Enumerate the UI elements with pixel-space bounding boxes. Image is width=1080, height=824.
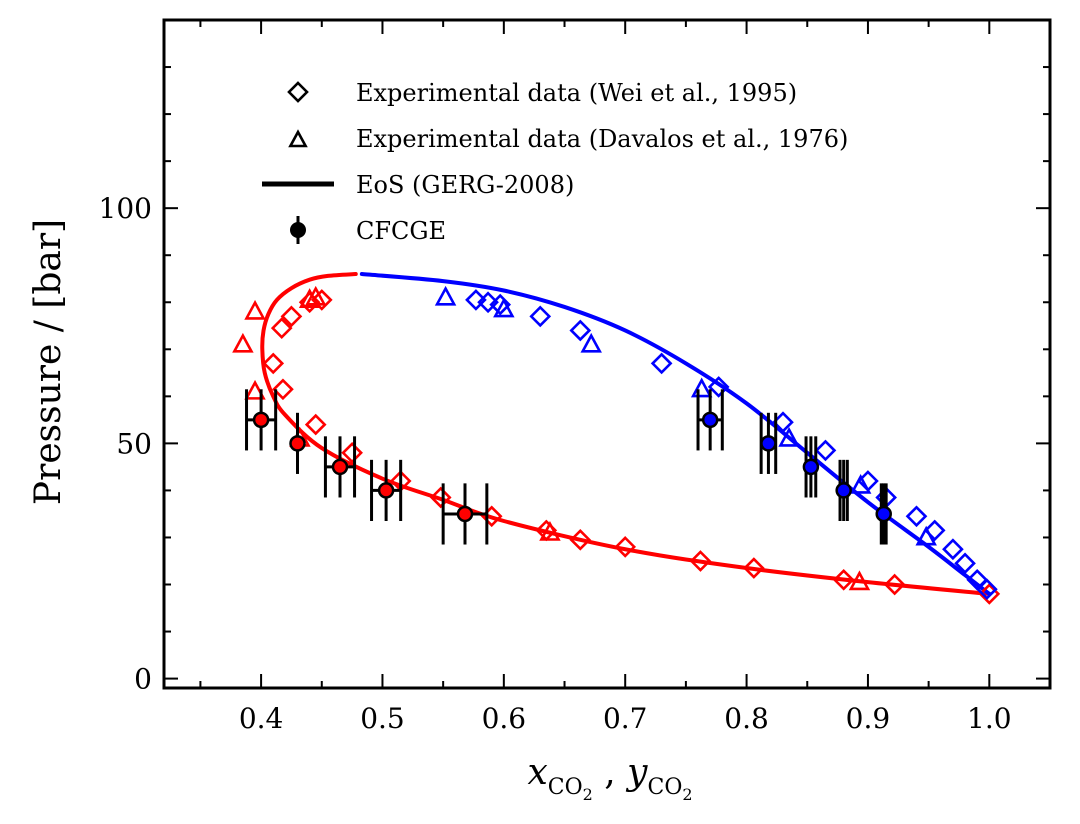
data-point-triangle (434, 285, 457, 306)
cfcge-point (456, 505, 474, 523)
data-point-triangle (915, 525, 937, 546)
y-tick-label: 100 (99, 192, 152, 225)
x-tick-label: 1.0 (967, 702, 1012, 735)
data-point-triangle (539, 521, 561, 541)
data-point-diamond (304, 413, 327, 436)
data-point-diamond (707, 376, 730, 398)
data-point-triangle (848, 570, 871, 591)
y-tick-label: 50 (116, 427, 152, 460)
data-point-diamond (310, 289, 333, 311)
data-point-diamond (341, 441, 363, 464)
data-point-diamond (280, 305, 303, 328)
data-point-diamond (923, 519, 946, 542)
data-point-diamond (262, 352, 285, 375)
legend-label: CFCGE (356, 217, 446, 245)
data-point-triangle (580, 332, 602, 353)
x-tick-label: 0.4 (239, 702, 284, 735)
cfcge-point (835, 482, 852, 499)
errorbar-layer (245, 389, 892, 545)
legend-marker-dot (290, 222, 306, 238)
x-tick-labels: 0.4 0.5 0.6 0.7 0.8 0.9 1.0 (239, 702, 1012, 735)
cfcge-point (760, 435, 777, 452)
legend-marker-diamond (287, 81, 309, 103)
data-point-diamond (689, 550, 712, 572)
x-tick-label: 0.6 (482, 702, 527, 735)
data-point-triangle (298, 288, 321, 308)
data-point-diamond (489, 293, 512, 316)
cfcge-point (331, 458, 349, 476)
cfcge-point (875, 505, 892, 523)
data-point-diamond (942, 538, 964, 561)
legend-label: Experimental data (Davalos et al., 1976) (356, 125, 848, 153)
data-point-diamond (832, 568, 855, 591)
data-point-diamond (814, 439, 837, 462)
y-axis-label: Pressure / [bar] (28, 219, 69, 505)
cfcge-point (289, 435, 306, 452)
data-point-diamond (743, 557, 765, 579)
data-point-diamond (270, 317, 293, 339)
data-point-diamond (954, 552, 976, 575)
cfcge-point (377, 482, 395, 499)
data-point-diamond (272, 378, 294, 401)
eos-curve (359, 272, 992, 596)
data-point-triangle (690, 377, 713, 398)
legend: Experimental data (Wei et al., 1995) Expe… (262, 79, 848, 245)
x-axis-label: xCO2 , yCO2 (527, 752, 692, 804)
eos-curve-layer (260, 272, 992, 596)
x-tick-label: 0.5 (360, 702, 405, 735)
data-point-diamond (569, 528, 592, 551)
data-point-triangle (244, 299, 266, 320)
data-point-diamond (976, 578, 998, 601)
legend-marker-triangle (288, 129, 308, 148)
data-point-triangle (493, 297, 515, 318)
x-tick-label: 0.9 (846, 702, 891, 735)
cfcge-point (802, 458, 820, 476)
data-point-diamond (614, 536, 637, 558)
data-point-triangle (778, 426, 800, 447)
data-point-diamond (465, 289, 487, 311)
cfcge-point (701, 411, 719, 429)
y-tick-labels: 0 50 100 (99, 192, 152, 695)
data-point-diamond (905, 505, 928, 528)
data-point-triangle (849, 473, 872, 494)
data-point-diamond (529, 305, 552, 328)
marker-layer (232, 285, 1001, 605)
legend-label: Experimental data (Wei et al., 1995) (356, 79, 797, 107)
data-point-diamond (477, 291, 499, 314)
data-point-triangle (304, 285, 327, 306)
data-point-triangle (244, 379, 266, 400)
data-point-triangle (232, 332, 254, 353)
data-point-diamond (883, 573, 906, 596)
legend-label: EoS (GERG-2008) (356, 171, 574, 199)
data-point-diamond (569, 319, 592, 342)
y-tick-label: 0 (134, 663, 152, 696)
plot-frame (162, 18, 1052, 690)
x-tick-label: 0.8 (724, 702, 769, 735)
x-tick-label: 0.7 (603, 702, 648, 735)
eos-curve (260, 272, 992, 596)
cfcge-point (252, 411, 270, 429)
data-point-diamond (429, 486, 452, 509)
data-point-diamond (650, 352, 673, 375)
